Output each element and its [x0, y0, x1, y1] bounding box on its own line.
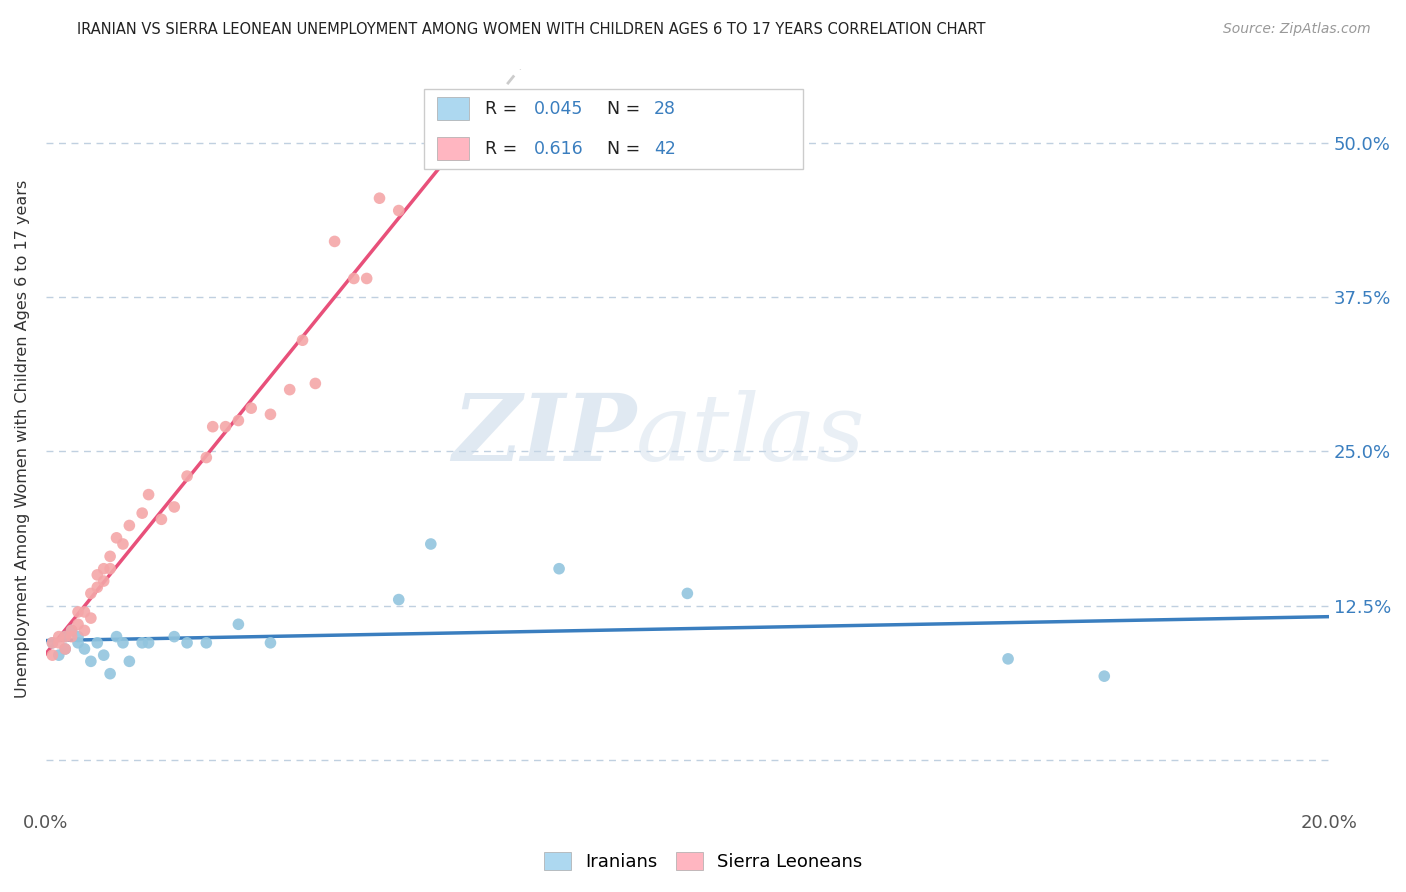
Text: IRANIAN VS SIERRA LEONEAN UNEMPLOYMENT AMONG WOMEN WITH CHILDREN AGES 6 TO 17 YE: IRANIAN VS SIERRA LEONEAN UNEMPLOYMENT A…: [77, 22, 986, 37]
Point: [86, 636, 108, 650]
Point: [53, 642, 76, 657]
Point: [291, 333, 314, 347]
Point: [388, 203, 411, 218]
Point: [60, 624, 83, 638]
Text: R =: R =: [485, 100, 523, 118]
Point: [73, 642, 96, 657]
Point: [60, 624, 83, 638]
Point: [676, 586, 699, 600]
Point: [105, 630, 128, 644]
Text: 0.045: 0.045: [533, 100, 583, 118]
Point: [67, 605, 90, 619]
Point: [80, 654, 103, 668]
Point: [111, 537, 134, 551]
Point: [60, 630, 83, 644]
Point: [98, 549, 121, 564]
Point: [228, 413, 250, 427]
Point: [176, 636, 198, 650]
Point: [201, 419, 224, 434]
Point: [86, 580, 108, 594]
Point: [67, 630, 90, 644]
Point: [93, 648, 115, 662]
Point: [304, 376, 326, 391]
Point: [131, 506, 153, 520]
Text: atlas: atlas: [636, 391, 866, 480]
Point: [138, 487, 160, 501]
Point: [48, 648, 70, 662]
Text: Source: ZipAtlas.com: Source: ZipAtlas.com: [1223, 22, 1371, 37]
Point: [548, 562, 571, 576]
Point: [419, 537, 441, 551]
Point: [343, 271, 366, 285]
Point: [93, 562, 115, 576]
Point: [93, 574, 115, 588]
Point: [53, 642, 76, 657]
Point: [118, 518, 141, 533]
Point: [214, 419, 236, 434]
Point: [388, 592, 411, 607]
Text: 0.616: 0.616: [533, 139, 583, 158]
Point: [80, 611, 103, 625]
Point: [86, 567, 108, 582]
Point: [356, 271, 378, 285]
Text: 28: 28: [654, 100, 676, 118]
Point: [259, 407, 281, 421]
Point: [163, 630, 186, 644]
Point: [997, 652, 1019, 666]
Text: N =: N =: [606, 139, 645, 158]
Text: 42: 42: [654, 139, 676, 158]
Text: N =: N =: [606, 100, 645, 118]
Point: [105, 531, 128, 545]
Point: [131, 636, 153, 650]
Text: R =: R =: [485, 139, 523, 158]
Point: [163, 500, 186, 514]
FancyBboxPatch shape: [425, 88, 803, 169]
Point: [176, 469, 198, 483]
FancyBboxPatch shape: [437, 97, 470, 120]
Point: [150, 512, 173, 526]
Point: [278, 383, 301, 397]
Point: [118, 654, 141, 668]
Point: [41, 636, 63, 650]
Point: [368, 191, 391, 205]
Point: [259, 636, 281, 650]
FancyBboxPatch shape: [437, 137, 470, 160]
Point: [195, 636, 218, 650]
Legend: Iranians, Sierra Leoneans: Iranians, Sierra Leoneans: [537, 846, 869, 879]
Point: [48, 630, 70, 644]
Point: [1092, 669, 1115, 683]
Point: [48, 636, 70, 650]
Point: [240, 401, 263, 416]
Point: [98, 562, 121, 576]
Point: [41, 636, 63, 650]
Point: [228, 617, 250, 632]
Y-axis label: Unemployment Among Women with Children Ages 6 to 17 years: Unemployment Among Women with Children A…: [15, 180, 30, 698]
Point: [98, 666, 121, 681]
Point: [80, 586, 103, 600]
Point: [323, 235, 346, 249]
Point: [73, 624, 96, 638]
Point: [111, 636, 134, 650]
Point: [67, 636, 90, 650]
Point: [53, 630, 76, 644]
Point: [73, 605, 96, 619]
Point: [41, 648, 63, 662]
Point: [138, 636, 160, 650]
Point: [53, 630, 76, 644]
Point: [67, 617, 90, 632]
Text: ZIP: ZIP: [451, 391, 636, 480]
Point: [195, 450, 218, 465]
